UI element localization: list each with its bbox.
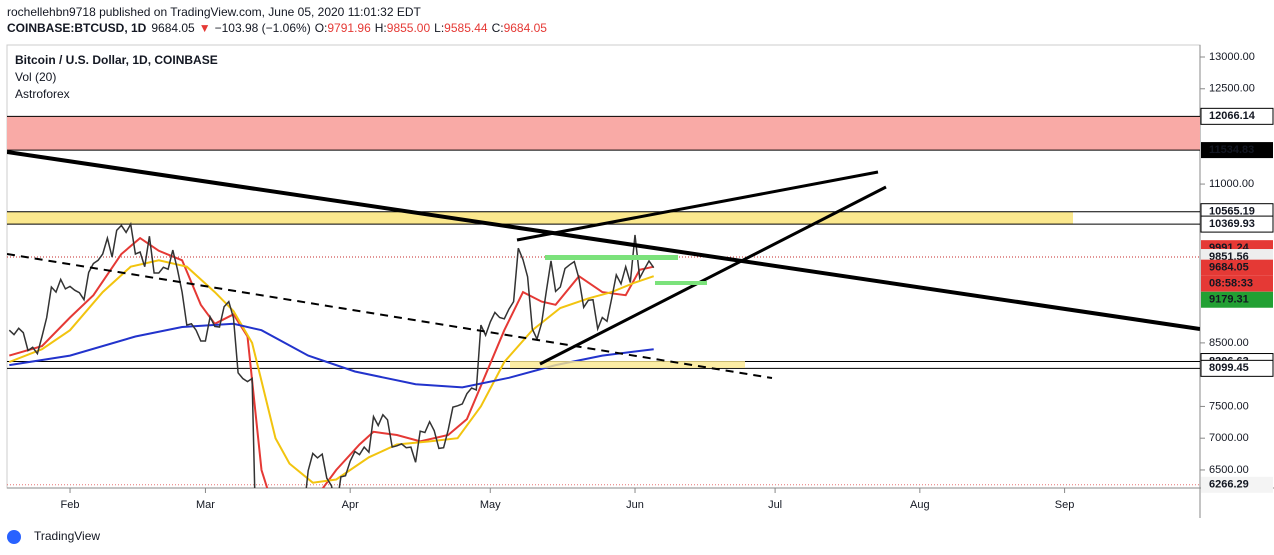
price-label-box	[1201, 142, 1273, 159]
target-box	[545, 255, 678, 260]
y-tick-label: 6500.00	[1209, 464, 1249, 476]
price-label: 8099.45	[1209, 362, 1249, 374]
y-tick-label: 8500.00	[1209, 337, 1249, 349]
y-tick-label: 7500.00	[1209, 400, 1249, 412]
x-tick-label: Sep	[1055, 499, 1075, 511]
price-label: 10369.93	[1209, 218, 1255, 230]
price-label: 9684.05	[1209, 262, 1249, 274]
price-label: 6266.29	[1209, 479, 1249, 491]
trendline-dashed	[7, 253, 773, 379]
x-tick-label: Aug	[910, 499, 930, 511]
legend-title: Bitcoin / U.S. Dollar, 1D, COINBASE	[15, 53, 218, 67]
drawings	[7, 150, 1200, 379]
legend-volume: Vol (20)	[15, 70, 56, 84]
x-tick-label: Jun	[626, 499, 644, 511]
footer-logo: TradingView	[7, 529, 100, 544]
symbol-line: COINBASE:BTCUSD, 1D 9684.05 ▼ −103.98 (−1.0…	[7, 21, 547, 35]
y-tick-label: 7000.00	[1209, 432, 1249, 444]
price-label-box	[1200, 215, 1274, 233]
overlay: 13000.00 12500.00 11000.00 8500.00 7500.00 70…	[61, 51, 1274, 511]
y-tick-label: 13000.00	[1209, 51, 1255, 63]
countdown: 08:58:33	[1209, 278, 1253, 290]
resistance-zone	[7, 116, 1200, 151]
brand: TradingView	[34, 529, 100, 543]
price-label-box	[1200, 359, 1274, 377]
arrow: ▼	[199, 21, 211, 35]
support-zone	[510, 361, 745, 368]
price-label: 10565.19	[1209, 206, 1255, 218]
countdown-box	[1201, 275, 1273, 292]
wedge-upper	[516, 170, 879, 242]
stop-box	[655, 281, 707, 285]
open-label: O:	[315, 21, 328, 35]
y-tick-label: 12500.00	[1209, 83, 1255, 95]
high: 9855.00	[387, 21, 431, 35]
low-label: L:	[434, 21, 444, 35]
change: −103.98 (−1.06%)	[215, 21, 311, 35]
price-label-box	[1201, 291, 1273, 308]
low: 9585.44	[444, 21, 488, 35]
last: 9684.05	[151, 21, 195, 35]
x-tick-label: Jul	[768, 499, 782, 511]
open: 9791.96	[327, 21, 371, 35]
x-tick-label: May	[480, 499, 501, 511]
trendline	[7, 150, 1200, 331]
price-label: 9179.31	[1209, 294, 1249, 306]
symbol: COINBASE:BTCUSD, 1D	[7, 21, 147, 35]
x-tick-label: Apr	[342, 499, 359, 511]
price-label-box	[1200, 107, 1274, 125]
price-label-box	[1201, 259, 1273, 276]
x-tick-label: Mar	[196, 499, 215, 511]
x-tick-label: Feb	[61, 499, 80, 511]
plot	[7, 115, 1200, 488]
moving-average	[9, 236, 654, 488]
price-label: 11534.83	[1209, 144, 1254, 156]
close-label: C:	[492, 21, 504, 35]
wedge-lower	[539, 185, 887, 366]
moving-average	[8, 259, 655, 484]
y-tick-label: 11000.00	[1209, 178, 1254, 190]
close: 9684.05	[504, 21, 548, 35]
publisher: rochellehbn9718 published on TradingView…	[7, 5, 422, 19]
high-label: H:	[375, 21, 387, 35]
legend-indicator: Astroforex	[15, 87, 70, 101]
price-label-box	[1201, 476, 1273, 493]
price-line-series	[8, 221, 655, 488]
resistance-zone	[7, 211, 1073, 225]
price-label: 12066.14	[1209, 110, 1256, 122]
